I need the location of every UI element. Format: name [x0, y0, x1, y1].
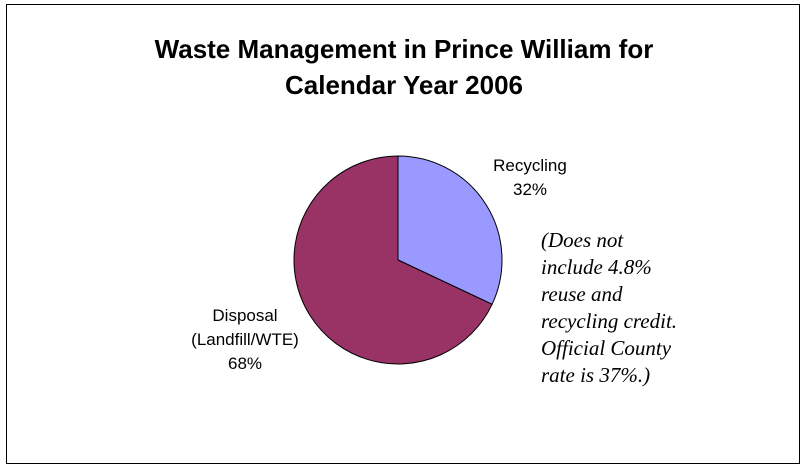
annotation-line: include 4.8%: [541, 255, 652, 279]
annotation-line: reuse and: [541, 282, 623, 306]
annotation-line: Official County: [541, 336, 672, 360]
annotation-line: recycling credit.: [541, 309, 678, 333]
pie-slice-disposal: [293, 155, 493, 365]
annotation-line: (Does not: [541, 228, 624, 252]
data-label-recycling-name: Recycling: [493, 156, 567, 175]
chart-title-line-2: Calendar Year 2006: [284, 70, 524, 100]
annotation-line: rate is 37%.): [541, 363, 651, 387]
data-label-recycling: Recycling 32%: [480, 154, 580, 202]
data-label-disposal-subtitle: (Landfill/WTE): [191, 330, 299, 349]
chart-title-line-1: Waste Management in Prince William for: [154, 34, 654, 64]
data-label-recycling-percent: 32%: [512, 180, 548, 199]
data-label-disposal: Disposal (Landfill/WTE) 68%: [160, 304, 330, 376]
data-label-disposal-percent: 68%: [227, 354, 263, 373]
data-label-disposal-name: Disposal: [212, 306, 278, 325]
chart-annotation: (Does not include 4.8% reuse and recycli…: [541, 227, 796, 389]
pie-slice-recycling: [397, 155, 503, 305]
